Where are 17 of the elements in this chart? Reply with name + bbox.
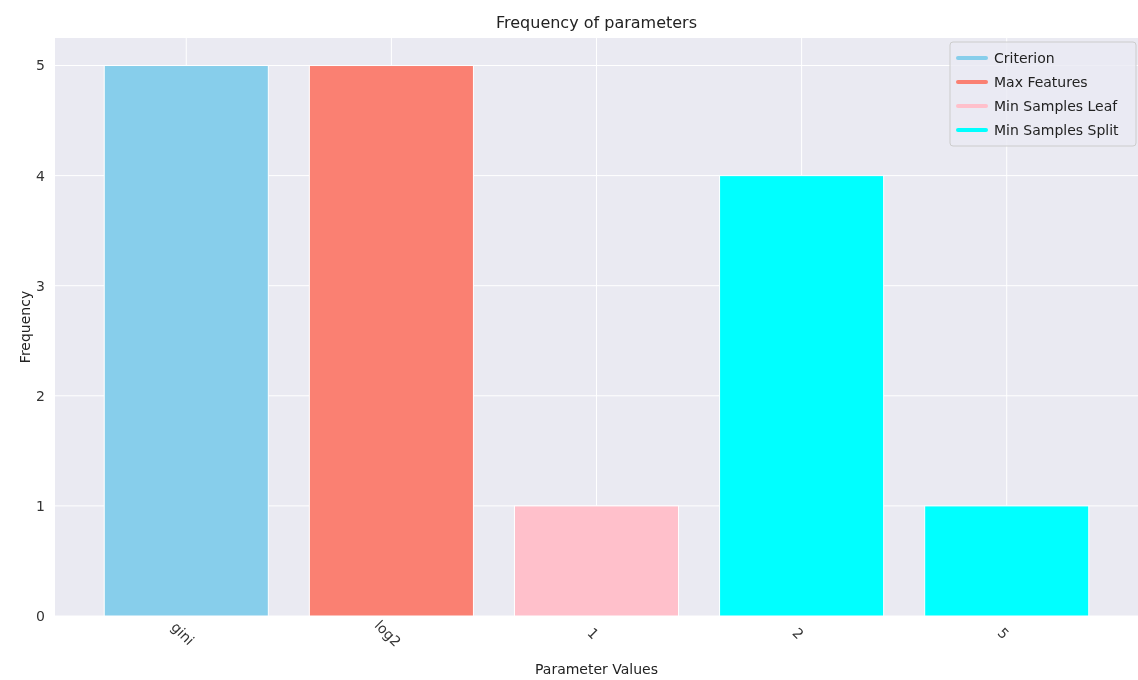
x-axis-title: Parameter Values bbox=[534, 661, 659, 677]
x-tick-label: 5 bbox=[994, 624, 1013, 643]
x-tick-label: 2 bbox=[789, 624, 808, 643]
chart-title: Frequency of parameters bbox=[495, 13, 698, 32]
y-axis-title: Frequency bbox=[17, 290, 33, 364]
legend-label: Min Samples Split bbox=[994, 121, 1120, 138]
legend-label: Criterion bbox=[994, 49, 1055, 66]
y-tick-label: 2 bbox=[36, 387, 45, 404]
legend-label: Min Samples Leaf bbox=[994, 97, 1119, 114]
x-tick-label: 1 bbox=[584, 624, 602, 643]
x-tick-label: gini bbox=[168, 618, 198, 649]
y-tick-label: 3 bbox=[36, 277, 45, 294]
y-tick-label: 1 bbox=[36, 497, 45, 514]
legend-label: Max Features bbox=[994, 73, 1088, 90]
y-tick-label: 5 bbox=[36, 57, 45, 74]
y-tick-label: 0 bbox=[36, 607, 45, 624]
y-tick-label: 4 bbox=[36, 167, 46, 184]
